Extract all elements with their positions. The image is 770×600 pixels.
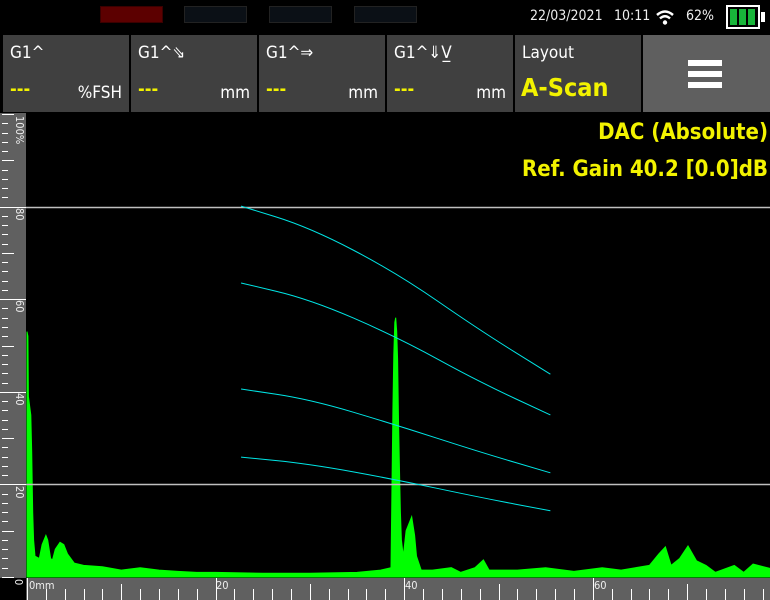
reading-tile-surface-distance[interactable]: G1^⇒ --- mm <box>259 35 385 112</box>
x-tick-label-0: 0mm <box>29 579 55 592</box>
tile-label: G1^⇘ <box>138 43 186 63</box>
tile-label: G1^⇒ <box>266 43 314 63</box>
reading-tile-path[interactable]: G1^⇘ --- mm <box>131 35 257 112</box>
tile-unit: mm <box>348 83 378 103</box>
x-axis <box>26 578 770 600</box>
date: 22/03/2021 <box>530 8 603 24</box>
wifi-icon <box>656 10 674 25</box>
tile-value: --- <box>138 79 159 100</box>
reading-tile-depth[interactable]: G1^⇓V̲ --- mm <box>387 35 513 112</box>
a-scan-signal <box>26 317 770 578</box>
tile-value: --- <box>266 79 287 100</box>
x-tick-label-40: 40 <box>405 579 418 592</box>
y-tick-label-20: 20 <box>13 486 26 499</box>
x-tick-label-20: 20 <box>216 579 229 592</box>
tile-value: --- <box>10 79 31 100</box>
y-tick-label-40: 40 <box>13 393 26 406</box>
menu-button[interactable] <box>643 35 770 112</box>
y-tick-label-60: 60 <box>13 300 26 313</box>
status-bar: 22/03/2021 10:11 62% <box>0 0 770 34</box>
y-tick-label-100: 100% <box>13 116 26 145</box>
battery-tip <box>761 12 765 22</box>
layout-tile[interactable]: Layout A-Scan <box>515 35 641 112</box>
tile-unit: mm <box>476 83 506 103</box>
dac-curve-3 <box>240 388 551 474</box>
dac-curve-2 <box>240 282 551 416</box>
dac-curve-1 <box>240 205 551 375</box>
tile-unit: %FSH <box>77 83 122 103</box>
dac-mode-label: DAC (Absolute) <box>598 120 768 145</box>
y-tick-label-0: 0 <box>12 579 25 586</box>
x-tick-label-60: 60 <box>594 579 607 592</box>
indicator-light-1 <box>100 6 163 23</box>
indicator-light-3 <box>269 6 332 23</box>
y-axis <box>0 113 26 578</box>
indicator-light-4 <box>354 6 417 23</box>
tile-label: G1^⇓V̲ <box>394 43 452 63</box>
y-tick-label-80: 80 <box>13 208 26 221</box>
axis-corner <box>0 578 26 600</box>
time: 10:11 <box>614 8 651 24</box>
tile-value: --- <box>394 79 415 100</box>
battery-percent: 62% <box>686 8 714 24</box>
indicator-light-2 <box>184 6 247 23</box>
reference-gain-label: Ref. Gain 40.2 [0.0]dB <box>522 157 768 182</box>
tile-label: G1^ <box>10 43 45 63</box>
layout-value: A-Scan <box>521 73 609 102</box>
battery-icon <box>726 5 760 29</box>
layout-label: Layout <box>522 43 574 63</box>
reading-tile-amplitude[interactable]: G1^ --- %FSH <box>3 35 129 112</box>
tile-unit: mm <box>220 83 250 103</box>
dac-curve-4 <box>241 456 551 512</box>
